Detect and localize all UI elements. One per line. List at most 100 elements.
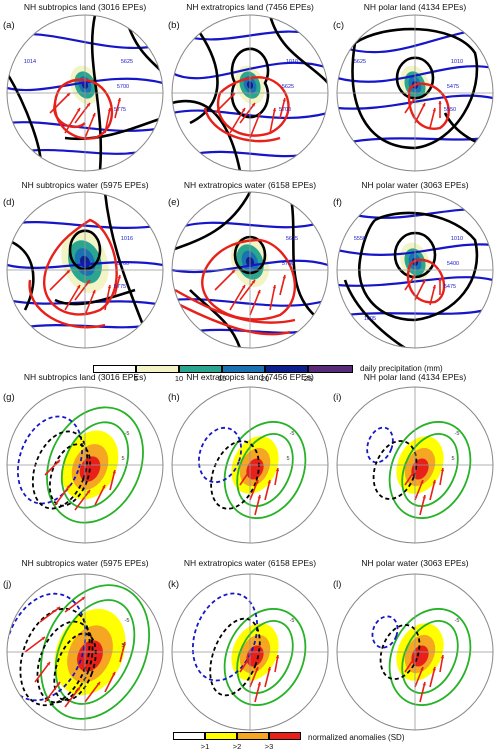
- wind-arrow: [44, 459, 61, 476]
- panel-label: (k): [168, 579, 180, 590]
- wind-arrowhead: [432, 480, 436, 484]
- wind-arrowhead: [275, 468, 280, 472]
- panel-title: NH extratropics water (6158 EPEs): [183, 558, 317, 568]
- wind-arrowhead: [257, 113, 261, 117]
- wind-arrowhead: [231, 270, 235, 274]
- wind-arrow: [239, 279, 256, 301]
- wind-arrow: [249, 112, 261, 139]
- geopotential-contour: [7, 261, 163, 269]
- contour-label: -5: [290, 431, 295, 437]
- wind-arrowhead: [231, 93, 235, 97]
- sea-level-pressure-contour: [393, 231, 437, 279]
- wind-arrowhead: [432, 108, 436, 112]
- wind-arrow: [54, 484, 71, 506]
- wind-arrow: [254, 494, 261, 516]
- wind-arrowhead: [422, 495, 426, 499]
- sea-level-pressure-contour: [351, 27, 479, 150]
- wind-arrow: [249, 289, 261, 316]
- contour-label: 5700: [117, 84, 129, 90]
- map-boundary: [171, 573, 329, 731]
- contour-label: 1014: [24, 59, 36, 65]
- wind-arrowhead: [411, 98, 415, 102]
- wind-arrowhead: [76, 285, 80, 289]
- map-boundary: [6, 573, 164, 731]
- wind-arrow: [414, 102, 426, 124]
- geopotential-contour: [7, 121, 163, 132]
- positive-anomaly-contour: [46, 406, 144, 524]
- wind-arrow: [94, 484, 106, 506]
- wind-arrow: [84, 681, 101, 703]
- wind-arrow: [279, 97, 286, 119]
- wind-arrowhead: [267, 480, 271, 484]
- cbar-swatch: [222, 365, 265, 373]
- panel-label: (h): [168, 392, 180, 403]
- contour-label: 5775: [114, 107, 126, 113]
- panel-title: NH polar water (3063 EPEs): [361, 558, 469, 568]
- map-boundary: [171, 191, 329, 349]
- panel-label: (f): [333, 197, 342, 208]
- wind-arrowhead: [117, 275, 121, 279]
- panel-label: (j): [3, 579, 12, 590]
- wind-arrow: [414, 479, 424, 501]
- geopotential-contour: [344, 308, 486, 317]
- cbar-swatch: [237, 732, 269, 740]
- positive-anomaly-contour: [223, 608, 307, 706]
- wind-arrow: [74, 489, 91, 511]
- polar-composite-map: 1016 5700 5775: [6, 191, 164, 349]
- contour-label: 5: [121, 643, 124, 649]
- wind-anomaly-contour: [28, 279, 106, 329]
- wind-arrowhead: [241, 285, 245, 289]
- wind-arrowhead: [275, 655, 280, 659]
- wind-arrow: [269, 107, 276, 134]
- wind-arrow: [429, 479, 436, 501]
- sea-level-pressure-contour: [90, 15, 103, 171]
- wind-arrowhead: [257, 290, 261, 294]
- negative-anomaly-contour: [31, 430, 89, 510]
- wind-arrow: [74, 102, 91, 124]
- cbar-tick: 10: [174, 374, 184, 383]
- negative-anomaly-contour: [366, 426, 394, 464]
- wind-arrowhead: [81, 597, 85, 601]
- positive-anomaly-contour: [236, 433, 294, 507]
- wind-arrowhead: [411, 657, 415, 661]
- contour-label: 5400: [447, 261, 459, 267]
- cbar-swatch: [179, 365, 222, 373]
- wind-arrowhead: [92, 113, 96, 117]
- wind-arrowhead: [257, 682, 261, 686]
- polar-composite-map: 5625 5700 5775 1014: [6, 14, 164, 172]
- sea-level-pressure-contour: [68, 229, 102, 271]
- precipitation-colorbar-title: daily precipitation (mm): [360, 364, 443, 373]
- contour-label: 1010: [286, 59, 298, 65]
- sea-level-pressure-contour: [395, 56, 435, 100]
- wind-arrowhead: [420, 480, 424, 484]
- wind-arrow: [249, 479, 259, 501]
- positive-anomaly-contour: [388, 421, 472, 519]
- wind-arrowhead: [86, 280, 90, 284]
- wind-anomaly-contour: [43, 218, 118, 316]
- map-boundary: [171, 386, 329, 544]
- map-boundary: [171, 14, 329, 172]
- panel-title: NH subtropics water (5975 EPEs): [21, 558, 149, 568]
- wind-arrow: [429, 284, 436, 306]
- panel-title: NH subtropics water (5975 EPEs): [21, 180, 149, 190]
- sea-level-pressure-contour: [7, 238, 35, 311]
- wind-arrowhead: [440, 468, 445, 472]
- wind-arrow: [49, 269, 71, 291]
- panel-label: (l): [333, 579, 342, 590]
- wind-arrow: [254, 681, 261, 703]
- wind-arrow: [109, 469, 116, 491]
- map-boundary: [336, 386, 494, 544]
- contour-label: 5: [286, 456, 289, 462]
- sea-level-pressure-contour: [64, 116, 163, 141]
- contour-label: 5: [451, 456, 454, 462]
- polar-composite-map: -5 5: [6, 573, 164, 731]
- wind-arrowhead: [76, 108, 80, 112]
- cbar-swatch: [308, 365, 353, 373]
- wind-arrowhead: [422, 682, 426, 686]
- wind-arrow: [249, 666, 259, 688]
- wind-arrow: [414, 666, 424, 688]
- wind-arrowhead: [107, 285, 112, 289]
- anomaly-colorbar-title: normalized anomalies (SD): [308, 733, 405, 742]
- wind-arrow: [264, 666, 271, 688]
- anomaly-colorbar: >1 >2 >3: [173, 732, 301, 752]
